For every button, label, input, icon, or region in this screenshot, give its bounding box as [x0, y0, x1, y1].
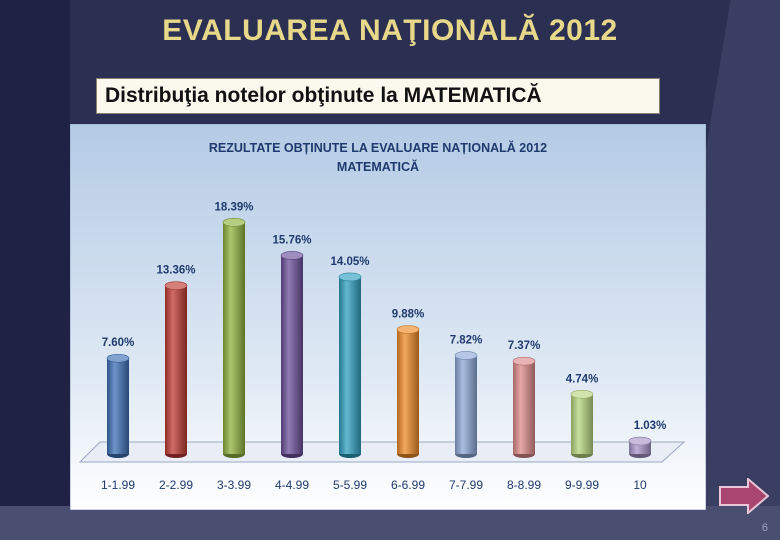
chart-bars: [106, 217, 652, 458]
subtitle-text: Distribuţia notelor obţinute la MATEMATI…: [105, 84, 542, 107]
category-label: 9-9.99: [565, 478, 599, 492]
value-label: 7.60%: [102, 337, 135, 349]
category-label: 3-3.99: [217, 478, 251, 492]
value-label: 18.39%: [214, 201, 253, 213]
value-label: 13.36%: [156, 265, 195, 277]
category-label: 6-6.99: [391, 478, 425, 492]
bar-8-8.99: [512, 356, 536, 458]
chart-title-line2: MATEMATICĂ: [337, 159, 419, 174]
category-label: 7-7.99: [449, 478, 483, 492]
slide-title: EVALUAREA NAŢIONALĂ 2012: [162, 14, 618, 47]
bar-1-1.99: [106, 353, 130, 458]
category-label: 4-4.99: [275, 478, 309, 492]
page-number: 6: [761, 522, 768, 534]
value-label: 7.37%: [508, 340, 541, 352]
bar-3-3.99: [222, 217, 246, 458]
chart-panel: REZULTATE OBȚINUTE LA EVALUARE NAȚIONALĂ…: [70, 124, 706, 510]
category-label: 8-8.99: [507, 478, 541, 492]
right-arrow-icon: [719, 476, 770, 516]
chart-category-labels: 1-1.99 2-2.99 3-3.99 4-4.99 5-5.99 6-6.99 7-7.…: [101, 478, 647, 492]
subtitle-box: Distribuţia notelor obţinute la MATEMATI…: [96, 78, 660, 114]
value-label: 15.76%: [272, 234, 311, 246]
bar-chart: REZULTATE OBȚINUTE LA EVALUARE NAȚIONALĂ…: [70, 124, 706, 510]
value-label: 4.74%: [566, 373, 599, 385]
chart-title-line1: REZULTATE OBȚINUTE LA EVALUARE NAȚIONALĂ…: [209, 140, 547, 155]
bar-2-2.99: [164, 281, 188, 458]
bar-7-7.99: [454, 351, 478, 458]
value-label: 7.82%: [450, 334, 483, 346]
chart-value-labels: 7.60% 13.36% 18.39% 15.76% 14.05% 9.88% 7.82% 7…: [102, 201, 667, 432]
bar-4-4.99: [280, 251, 304, 458]
category-label: 1-1.99: [101, 478, 135, 492]
next-slide-button[interactable]: [718, 476, 770, 516]
category-label: 10: [633, 478, 647, 492]
category-label: 5-5.99: [333, 478, 367, 492]
bar-9-9.99: [570, 389, 594, 458]
value-label: 14.05%: [330, 256, 369, 268]
bar-6-6.99: [396, 325, 420, 458]
value-label: 1.03%: [634, 420, 667, 432]
background-bottom-band: [0, 506, 780, 540]
bar-5-5.99: [338, 272, 362, 458]
background-left-panel: [0, 0, 70, 540]
value-label: 9.88%: [392, 309, 425, 321]
bar-10: [628, 436, 652, 458]
category-label: 2-2.99: [159, 478, 193, 492]
